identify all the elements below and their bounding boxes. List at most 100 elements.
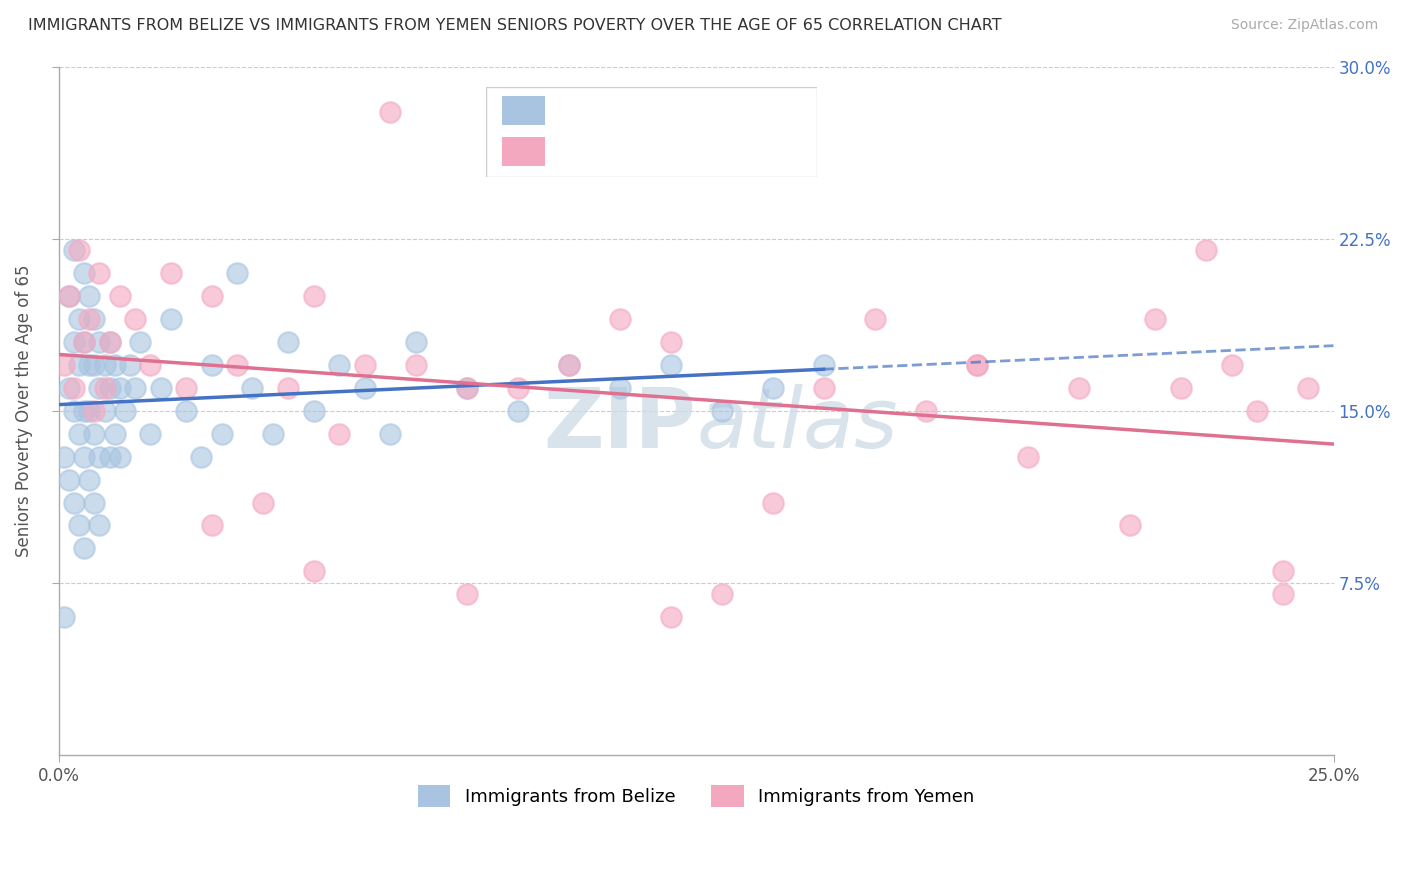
Point — [328, 426, 350, 441]
Point — [1220, 358, 1243, 372]
Point — [79, 358, 101, 372]
Point — [67, 518, 90, 533]
Point — [149, 381, 172, 395]
Point — [58, 473, 80, 487]
Point — [1195, 243, 1218, 257]
Point — [67, 243, 90, 257]
Point — [89, 334, 111, 349]
Point — [104, 358, 127, 372]
Point — [659, 358, 682, 372]
Point — [73, 450, 96, 464]
Point — [83, 312, 105, 326]
Point — [609, 312, 631, 326]
Point — [52, 450, 75, 464]
Point — [73, 541, 96, 556]
Point — [120, 358, 142, 372]
Point — [79, 473, 101, 487]
Point — [506, 381, 529, 395]
Point — [190, 450, 212, 464]
Point — [456, 587, 478, 601]
Point — [79, 312, 101, 326]
Point — [89, 450, 111, 464]
Point — [98, 334, 121, 349]
Point — [108, 289, 131, 303]
Point — [1144, 312, 1167, 326]
Point — [139, 426, 162, 441]
Point — [761, 381, 783, 395]
Point — [1296, 381, 1319, 395]
Point — [79, 289, 101, 303]
Point — [104, 426, 127, 441]
Point — [966, 358, 988, 372]
Point — [83, 495, 105, 509]
Point — [93, 403, 115, 417]
Point — [58, 289, 80, 303]
Point — [67, 426, 90, 441]
Point — [114, 403, 136, 417]
Point — [73, 334, 96, 349]
Point — [108, 450, 131, 464]
Point — [139, 358, 162, 372]
Point — [1118, 518, 1140, 533]
Point — [353, 381, 375, 395]
Point — [52, 610, 75, 624]
Point — [609, 381, 631, 395]
Point — [58, 381, 80, 395]
Legend: Immigrants from Belize, Immigrants from Yemen: Immigrants from Belize, Immigrants from … — [411, 778, 981, 814]
Point — [52, 358, 75, 372]
Point — [83, 403, 105, 417]
Point — [63, 403, 86, 417]
Point — [201, 289, 224, 303]
Point — [659, 610, 682, 624]
Point — [1017, 450, 1039, 464]
Point — [557, 358, 579, 372]
Point — [1246, 403, 1268, 417]
Point — [378, 105, 401, 120]
Point — [89, 381, 111, 395]
Text: IMMIGRANTS FROM BELIZE VS IMMIGRANTS FROM YEMEN SENIORS POVERTY OVER THE AGE OF : IMMIGRANTS FROM BELIZE VS IMMIGRANTS FRO… — [28, 18, 1001, 33]
Point — [160, 266, 183, 280]
Point — [456, 381, 478, 395]
Point — [63, 381, 86, 395]
Point — [67, 312, 90, 326]
Point — [761, 495, 783, 509]
Point — [98, 381, 121, 395]
Point — [73, 266, 96, 280]
Point — [93, 358, 115, 372]
Point — [58, 289, 80, 303]
Point — [201, 358, 224, 372]
Point — [813, 381, 835, 395]
Point — [1271, 565, 1294, 579]
Point — [160, 312, 183, 326]
Point — [211, 426, 233, 441]
Point — [262, 426, 284, 441]
Point — [405, 358, 427, 372]
Point — [98, 450, 121, 464]
Point — [242, 381, 264, 395]
Point — [108, 381, 131, 395]
Point — [174, 381, 197, 395]
Point — [1067, 381, 1090, 395]
Point — [405, 334, 427, 349]
Point — [63, 495, 86, 509]
Text: Source: ZipAtlas.com: Source: ZipAtlas.com — [1230, 18, 1378, 32]
Text: ZIP: ZIP — [544, 384, 696, 465]
Point — [129, 334, 152, 349]
Point — [226, 358, 249, 372]
Point — [83, 426, 105, 441]
Point — [1271, 587, 1294, 601]
Point — [1170, 381, 1192, 395]
Point — [710, 403, 733, 417]
Point — [73, 334, 96, 349]
Point — [124, 381, 146, 395]
Point — [89, 518, 111, 533]
Point — [67, 358, 90, 372]
Point — [63, 334, 86, 349]
Point — [226, 266, 249, 280]
Point — [63, 243, 86, 257]
Point — [710, 587, 733, 601]
Point — [456, 381, 478, 395]
Point — [302, 403, 325, 417]
Point — [302, 565, 325, 579]
Point — [506, 403, 529, 417]
